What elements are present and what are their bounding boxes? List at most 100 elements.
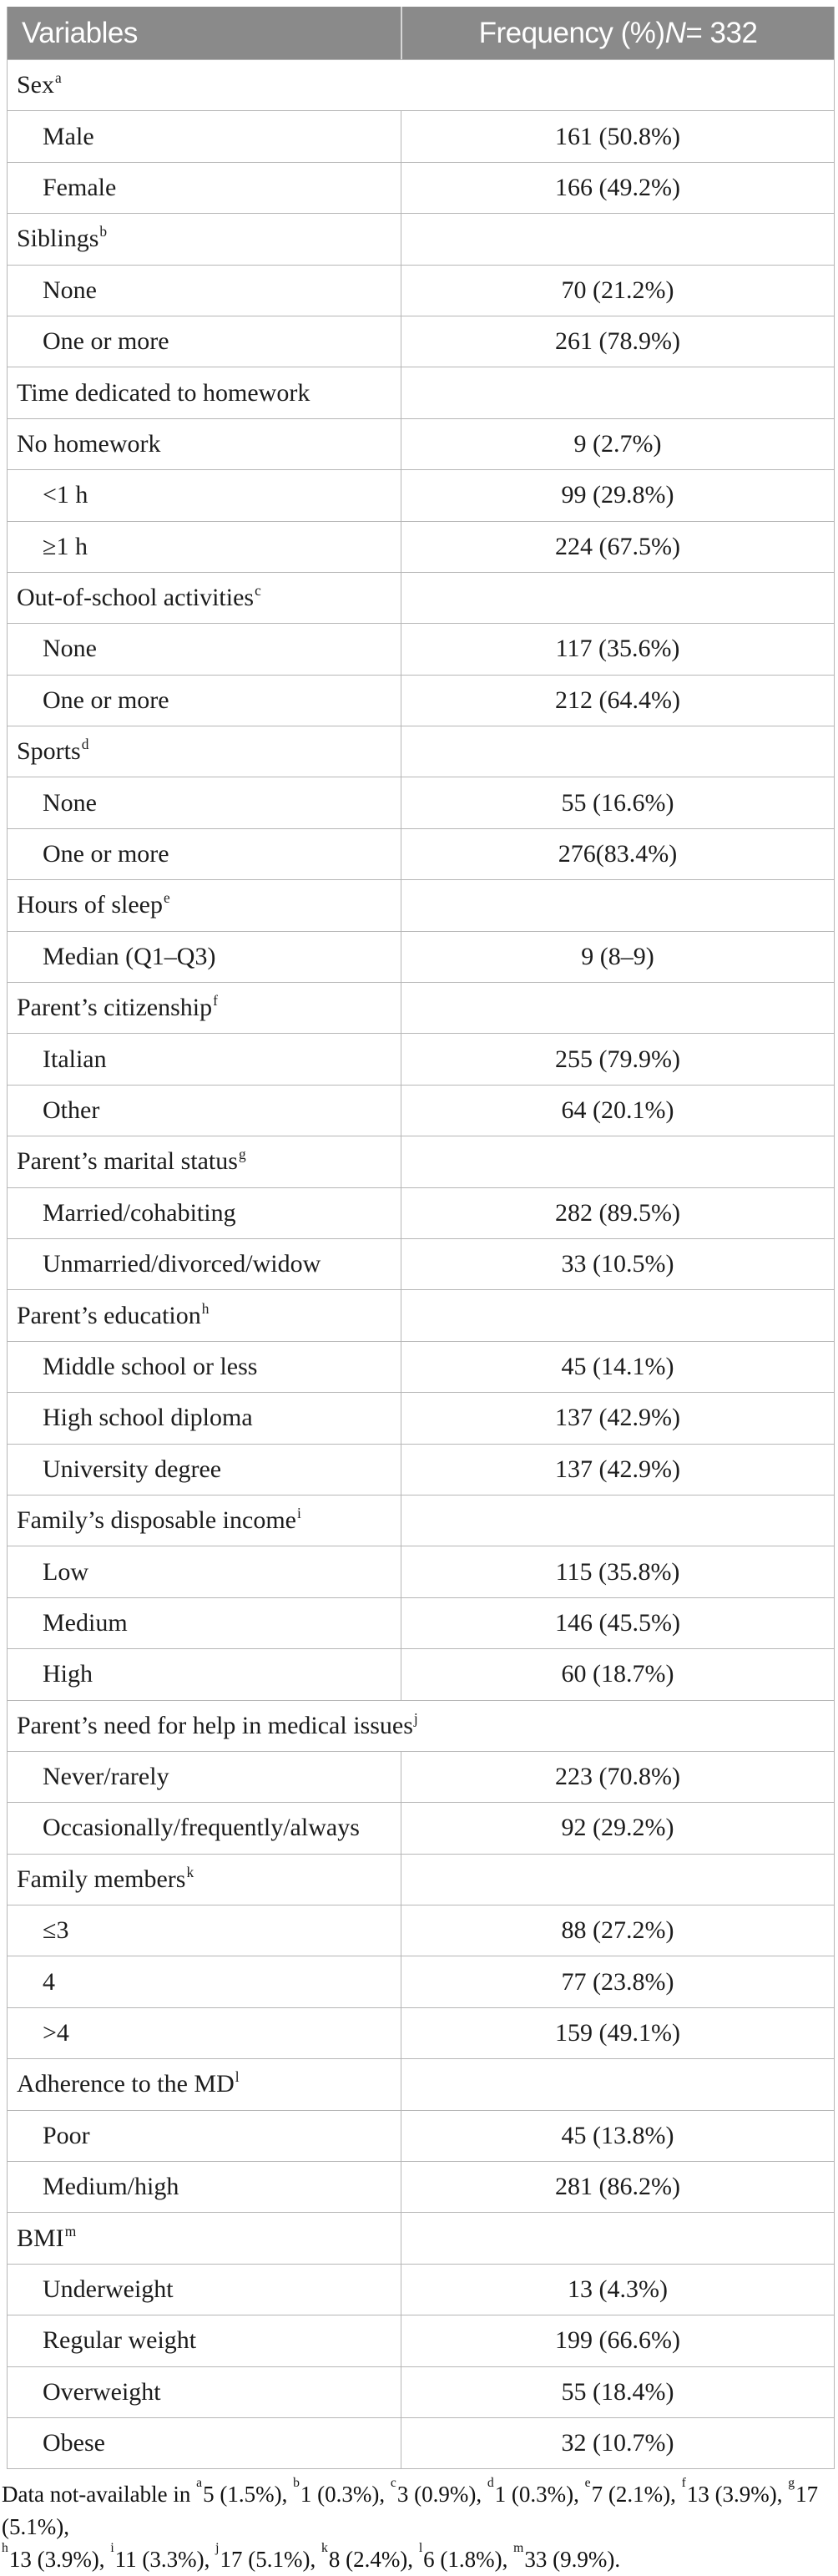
row-label: One or more — [43, 327, 169, 356]
footnote-marker: l — [418, 2540, 423, 2555]
row-value — [401, 1854, 834, 1905]
table-row-category: Sports d — [8, 726, 834, 777]
row-label: Median (Q1–Q3) — [43, 942, 216, 970]
row-value: 92 (29.2%) — [401, 1803, 834, 1854]
row-label: No homework — [17, 429, 161, 458]
row-label: Obese — [43, 2429, 105, 2457]
row-label: Underweight — [43, 2275, 174, 2303]
table-row-category: Family’s disposable income i — [8, 1494, 834, 1546]
table-row: ≤3 88 (27.2%) — [8, 1905, 834, 1956]
row-value: 9 (2.7%) — [401, 418, 834, 470]
row-label: ≥1 h — [43, 532, 88, 560]
row-label: None — [43, 276, 97, 304]
table-row-category: Out-of-school activities c — [8, 571, 834, 624]
row-label: Family members k — [17, 1863, 194, 1893]
row-label: None — [43, 788, 97, 817]
table-row: Married/cohabiting 282 (89.5%) — [8, 1187, 834, 1238]
row-value — [401, 880, 834, 931]
row-value: 199 (66.6%) — [401, 2315, 834, 2366]
footnote-marker: e — [584, 2475, 591, 2490]
row-value: 99 (29.8%) — [401, 470, 834, 521]
row-label: Siblings b — [17, 223, 108, 253]
row-label: Other — [43, 1096, 100, 1124]
row-label: Medium/high — [43, 2173, 179, 2201]
table-row: Regular weight 199 (66.6%) — [8, 2315, 834, 2366]
table-row: None 55 (16.6%) — [8, 777, 834, 828]
table-row: One or more 212 (64.4%) — [8, 674, 834, 726]
row-label: Parent’s citizenship f — [17, 992, 218, 1022]
row-value: 137 (42.9%) — [401, 1444, 834, 1495]
row-value: 255 (79.9%) — [401, 1034, 834, 1085]
row-value: 276(83.4%) — [401, 828, 834, 880]
table-row: Italian 255 (79.9%) — [8, 1033, 834, 1085]
table-row-category: Parent’s marital status g — [8, 1136, 834, 1187]
footnote-marker: m — [513, 2540, 524, 2555]
row-label: Poor — [43, 2121, 90, 2149]
row-label: Low — [43, 1557, 88, 1586]
row-label: Time dedicated to homework — [17, 378, 310, 407]
footnote-marker: a — [196, 2475, 203, 2490]
row-label: University degree — [43, 1455, 222, 1483]
row-label: ≤3 — [43, 1916, 69, 1945]
row-label: Male — [43, 122, 94, 150]
row-value: 13 (4.3%) — [401, 2264, 834, 2315]
table-row: 4 77 (23.8%) — [8, 1956, 834, 2007]
row-value: 55 (16.6%) — [401, 777, 834, 828]
header-variables: Variables — [8, 7, 401, 59]
row-label: One or more — [43, 840, 169, 868]
table-row: One or more 261 (78.9%) — [8, 315, 834, 367]
row-value: 77 (23.8%) — [401, 1956, 834, 2007]
footnote-marker: j — [215, 2540, 220, 2555]
table-row: Middle school or less 45 (14.1%) — [8, 1340, 834, 1393]
table-row: High 60 (18.7%) — [8, 1648, 834, 1700]
header-variables-label: Variables — [22, 16, 138, 49]
row-value: 159 (49.1%) — [401, 2007, 834, 2059]
table-header-row: Variables Frequency (%) N = 332 — [8, 7, 834, 59]
table-row: ≥1 h 224 (67.5%) — [8, 520, 834, 572]
row-value — [401, 214, 834, 265]
row-value — [401, 726, 834, 777]
table-row: Unmarried/divorced/widow 33 (10.5%) — [8, 1237, 834, 1290]
footnote-marker: i — [110, 2540, 114, 2555]
row-value: 281 (86.2%) — [401, 2162, 834, 2213]
row-label: High — [43, 1660, 93, 1688]
table-row-category: Family members k — [8, 1853, 834, 1905]
row-value — [401, 2059, 834, 2110]
row-value — [401, 572, 834, 624]
row-label: <1 h — [43, 481, 88, 509]
table-row: Poor 45 (13.8%) — [8, 2109, 834, 2162]
row-label: Sex a — [17, 69, 62, 99]
table-row: Underweight 13 (4.3%) — [8, 2263, 834, 2315]
row-value: 166 (49.2%) — [401, 162, 834, 214]
table-row-category: Time dedicated to homework — [8, 367, 834, 418]
row-label: Out-of-school activities c — [17, 582, 261, 612]
table-row: None 70 (21.2%) — [8, 264, 834, 316]
row-label: >4 — [43, 2019, 69, 2047]
row-value — [401, 1290, 834, 1341]
row-value: 88 (27.2%) — [401, 1905, 834, 1956]
row-value: 161 (50.8%) — [401, 111, 834, 162]
table-row-category: Siblings b — [8, 213, 834, 265]
row-label: BMI m — [17, 2222, 77, 2252]
footnote-intro: Data not-available in — [2, 2482, 197, 2507]
row-value: 117 (35.6%) — [401, 624, 834, 675]
table-row: Occasionally/frequently/always 92 (29.2%) — [8, 1802, 834, 1854]
table-row: <1 h 99 (29.8%) — [8, 469, 834, 521]
row-label: Parent’s need for help in medical issues… — [17, 1709, 418, 1739]
row-label: Overweight — [43, 2377, 161, 2406]
header-frequency-prefix: Frequency (%) — [478, 16, 666, 49]
table-row: Low 115 (35.8%) — [8, 1546, 834, 1597]
row-label: Regular weight — [43, 2326, 197, 2355]
table-row: Obese 32 (10.7%) — [8, 2417, 834, 2469]
footnote-marker: b — [293, 2475, 300, 2490]
row-label: Female — [43, 173, 117, 201]
row-label: Occasionally/frequently/always — [43, 1814, 360, 1842]
row-value: 45 (13.8%) — [401, 2110, 834, 2162]
row-value: 33 (10.5%) — [401, 1238, 834, 1290]
header-frequency-suffix: = 332 — [685, 16, 758, 49]
row-value — [401, 1495, 834, 1546]
table-row: Other 64 (20.1%) — [8, 1084, 834, 1136]
table-body: Sex a Male 161 (50.8%) Female 166 (49.2%) Sibl… — [8, 59, 834, 2469]
row-value — [401, 2213, 834, 2264]
table-row-category: Parent’s citizenship f — [8, 982, 834, 1034]
